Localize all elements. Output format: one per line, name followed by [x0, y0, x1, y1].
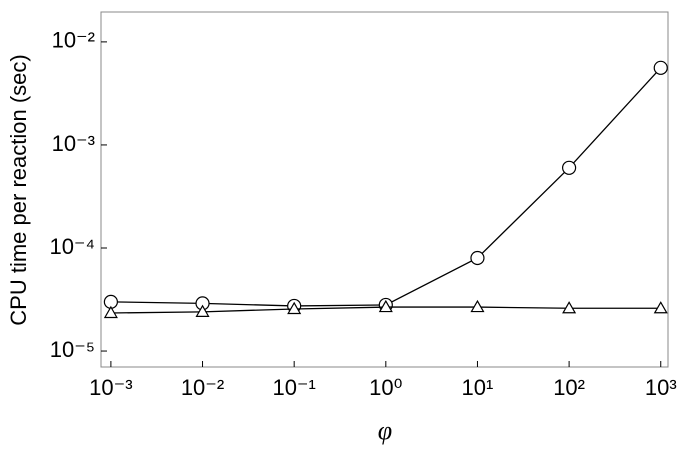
marker — [287, 301, 302, 315]
x-tick-label: 10⁻¹ — [272, 375, 315, 400]
marker — [195, 304, 210, 317]
marker — [562, 160, 577, 175]
y-tick-label: 10⁻² — [52, 28, 95, 53]
x-tick-label: 10² — [553, 375, 585, 400]
y-tick-label: 10⁻³ — [52, 131, 95, 156]
marker — [470, 299, 485, 313]
marker — [653, 60, 668, 75]
x-axis-label: φ — [378, 416, 392, 445]
y-tick-label: 10⁻⁴ — [49, 234, 95, 259]
marker — [470, 250, 485, 266]
series-line — [110, 67, 662, 307]
x-tick-label: 10¹ — [462, 375, 494, 400]
x-tick-label: 10⁻³ — [89, 375, 132, 400]
marker — [103, 305, 118, 319]
y-tick-label: 10⁻⁵ — [50, 337, 95, 362]
x-tick-label: 10³ — [645, 375, 677, 400]
x-tick-label: 10⁰ — [369, 375, 402, 400]
x-tick-label: 10⁻² — [181, 375, 224, 400]
y-axis-label: CPU time per reaction (sec) — [6, 54, 31, 325]
marker — [653, 301, 668, 314]
marker — [378, 299, 393, 313]
marker — [562, 301, 577, 314]
plot-frame — [100, 11, 669, 368]
